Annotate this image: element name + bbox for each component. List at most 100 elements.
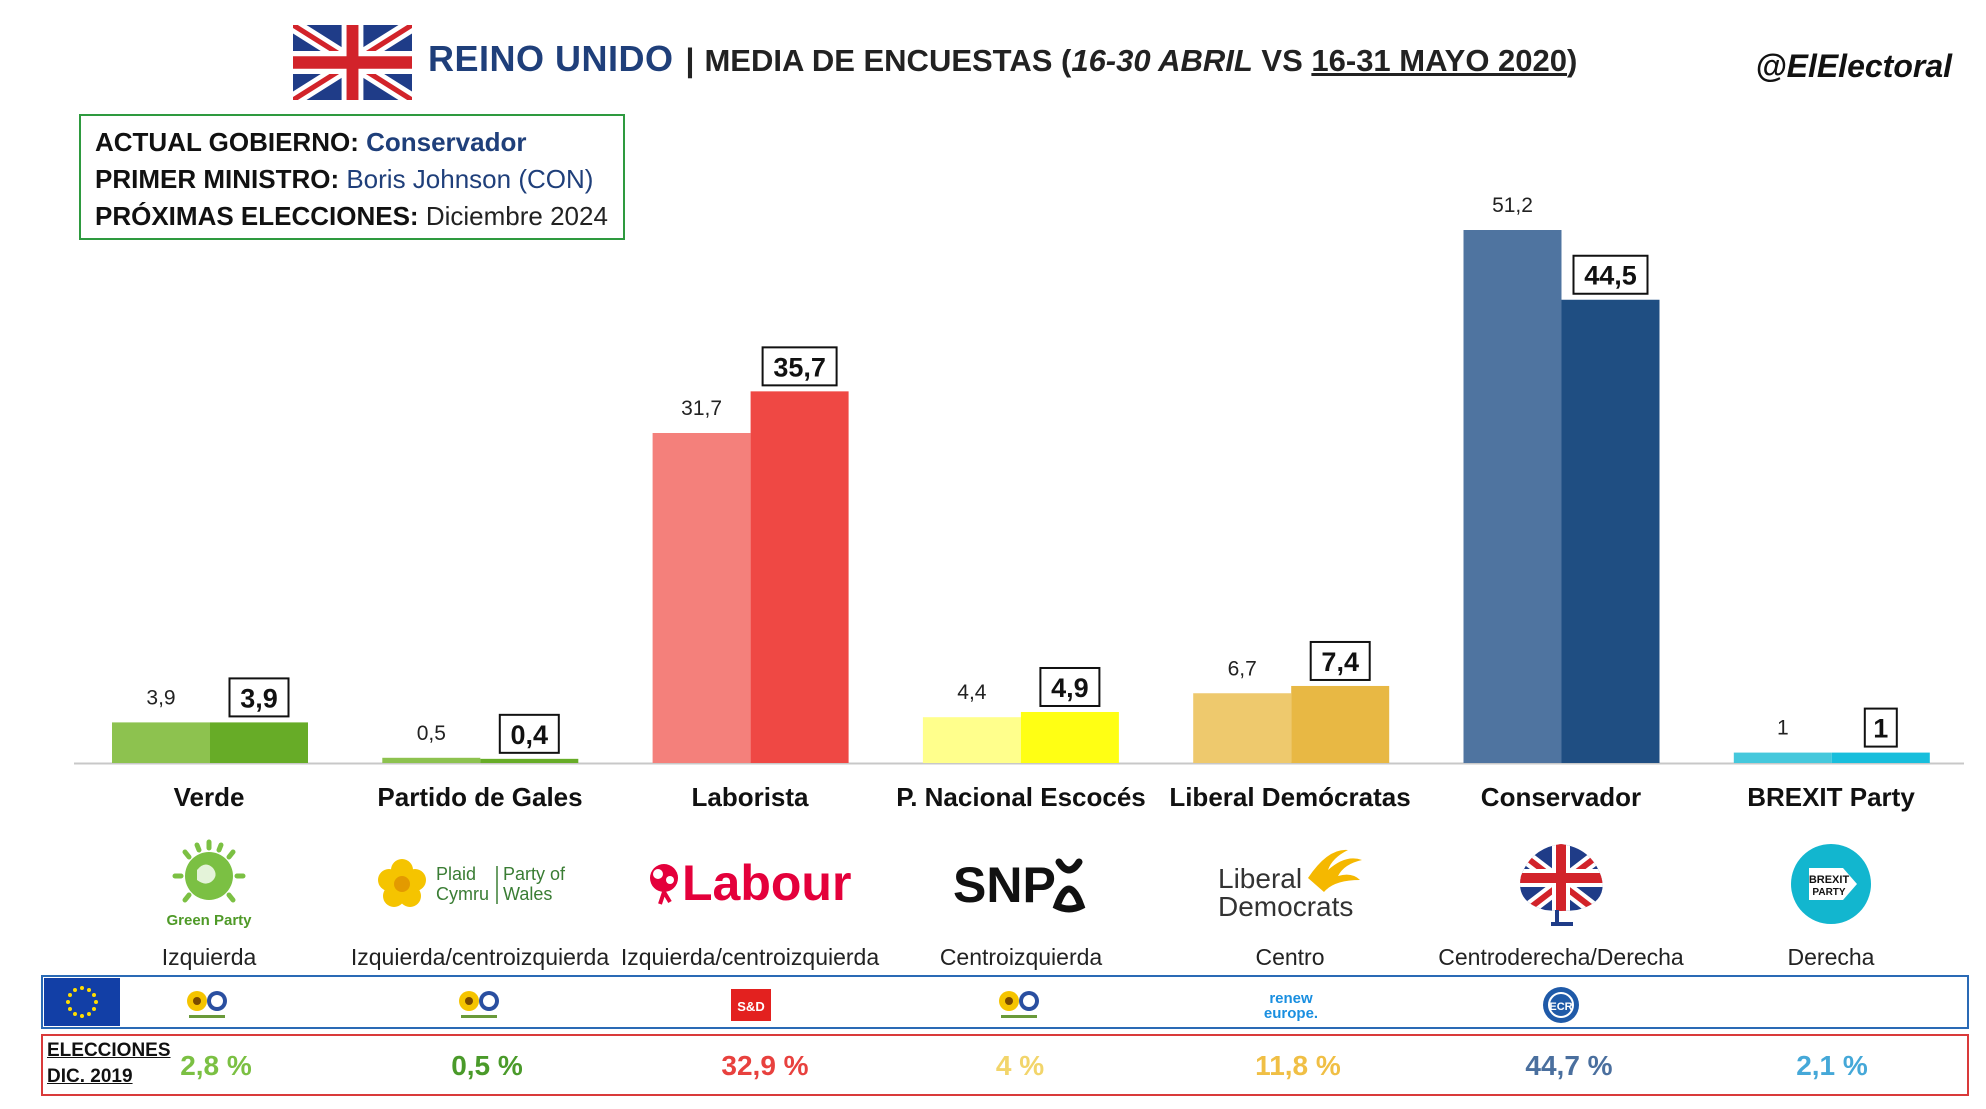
party-name-libdem: Liberal Demócratas: [1169, 782, 1411, 812]
government-info-box: ACTUAL GOBIERNO: Conservador PRIMER MINI…: [79, 114, 625, 240]
plaid-logo-text-party-of: Party of: [503, 864, 566, 884]
elections-2019-label-line1: ELECCIONES: [47, 1040, 171, 1061]
conservative-logo: [1426, 838, 1696, 930]
renew-logo-text-2: europe.: [1264, 1005, 1318, 1022]
bar-label-box-mayo-6: [1863, 707, 1898, 748]
ideology-brexit: Derecha: [1787, 944, 1875, 970]
plaid-cymru-logo: Plaid Cymru Party of Wales: [345, 838, 615, 930]
renew-europe-logo: renew europe.: [1251, 985, 1331, 1025]
greens-efa-logo-gales: [441, 985, 521, 1025]
renew-logo-text-1: renew: [1269, 990, 1313, 1007]
conservative-tree-icon: [1520, 844, 1603, 926]
labour-rose-icon: Labour: [650, 855, 851, 911]
bar-label-abril-4: 6,7: [1228, 657, 1257, 680]
e2019-value-laborista: 32,9 %: [721, 1050, 809, 1081]
snp-logo-text: SNP: [953, 857, 1056, 913]
bar-label-box-mayo-2: [761, 346, 838, 387]
ecr-group-logo: ECR: [1521, 985, 1601, 1025]
bar-mayo-2: [750, 391, 849, 763]
party-name-verde: Verde: [173, 782, 245, 812]
ecr-logo-text: ECR: [1549, 1001, 1572, 1013]
greens-efa-icon: [459, 991, 499, 1018]
bar-label-mayo-4: 7,4: [1321, 647, 1359, 677]
next-election-value: Diciembre 2024: [425, 201, 608, 231]
green-party-icon: Green Party: [166, 839, 252, 929]
green-party-logo: Green Party: [74, 838, 344, 930]
labour-logo: Labour: [615, 838, 885, 930]
bar-label-box-mayo-4: [1309, 640, 1371, 681]
ecr-icon: ECR: [1543, 987, 1579, 1023]
bar-abril-1: [382, 757, 481, 763]
bar-label-abril-0: 3,9: [146, 686, 175, 709]
e2019-value-verde: 2,8 %: [180, 1050, 252, 1081]
bar-label-box-mayo-1: [498, 713, 560, 754]
bar-label-mayo-3: 4,9: [1051, 673, 1089, 703]
poll-bar-chart: 3,9 3,9 0,5 0,4 31,7 35,7 4,4 4,9 6,7 7,4 51,2 44,5…: [74, 194, 1964, 765]
ideology-gales: Izquierda/centroizquierda: [350, 944, 610, 970]
bar-mayo-5: [1561, 299, 1660, 763]
bar-label-abril-6: 1: [1777, 717, 1789, 740]
bar-mayo-1: [480, 758, 579, 763]
eu-flag-icon: [44, 978, 120, 1026]
greens-efa-icon: [187, 991, 227, 1018]
title-separator: |: [685, 42, 695, 78]
country-title: REINO UNIDO: [428, 38, 674, 79]
e2019-value-gales: 0,5 %: [451, 1050, 523, 1081]
government-label: ACTUAL GOBIERNO:: [95, 127, 359, 157]
bar-label-abril-3: 4,4: [957, 681, 987, 704]
twitter-handle: @ElElectoral: [1755, 48, 1952, 84]
subtitle-vs: VS: [1252, 43, 1312, 78]
next-election-label: PRÓXIMAS ELECCIONES:: [95, 201, 419, 231]
brexit-arrow-icon: BREXIT PARTY: [1791, 844, 1871, 924]
renew-europe-icon: renew europe.: [1264, 990, 1318, 1022]
ideology-libdem: Centro: [1255, 944, 1325, 970]
elections-2019-row: [41, 1034, 1969, 1096]
party-name-laborista: Laborista: [691, 782, 809, 812]
subtitle-close: ): [1567, 43, 1578, 78]
e2019-value-snp: 4 %: [995, 1050, 1045, 1081]
plaid-cymru-icon: Plaid Cymru Party of Wales: [378, 859, 566, 907]
sd-logo-text: S&D: [737, 999, 764, 1014]
ideology-conservador: Centroderecha/Derecha: [1438, 944, 1684, 970]
greens-efa-logo-snp: [981, 985, 1061, 1025]
bar-label-mayo-5: 44,5: [1584, 261, 1637, 291]
next-election-row: PRÓXIMAS ELECCIONES: Diciembre 2024: [95, 198, 609, 235]
bar-abril-6: [1733, 752, 1832, 763]
bar-mayo-6: [1831, 752, 1930, 763]
party-name-gales: Partido de Gales: [377, 782, 583, 812]
subtitle-period-2: 16-31 MAYO 2020: [1311, 43, 1568, 78]
plaid-logo-text-cymru: Cymru: [436, 884, 489, 904]
greens-efa-icon: [999, 991, 1039, 1018]
chart-subtitle: MEDIA DE ENCUESTAS (16-30 ABRIL VS 16-31…: [704, 43, 1577, 79]
greens-efa-logo-verde: [169, 985, 249, 1025]
bar-label-mayo-1: 0,4: [511, 720, 549, 750]
ideology-snp: Centroizquierda: [939, 944, 1103, 970]
bar-abril-2: [652, 432, 751, 763]
libdem-logo: Liberal Democrats: [1155, 838, 1425, 930]
bar-mayo-4: [1291, 685, 1390, 763]
plaid-logo-text-plaid: Plaid: [436, 864, 476, 884]
bar-label-abril-1: 0,5: [417, 722, 446, 745]
libdem-logo-text-democrats: Democrats: [1218, 891, 1353, 922]
subtitle-period-1: 16-30 ABRIL: [1071, 43, 1253, 78]
brexit-logo-text-2: PARTY: [1812, 887, 1845, 898]
bar-mayo-0: [210, 722, 308, 763]
bar-label-abril-5: 51,2: [1492, 194, 1533, 217]
sd-group-logo: S&D: [711, 985, 791, 1025]
e2019-value-conservador: 44,7 %: [1525, 1050, 1613, 1081]
party-name-brexit: BREXIT Party: [1747, 782, 1915, 812]
bar-label-box-mayo-5: [1572, 254, 1649, 295]
prime-minister-value: Boris Johnson (CON): [346, 164, 594, 194]
bar-label-mayo-2: 35,7: [773, 352, 826, 382]
prime-minister-row: PRIMER MINISTRO: Boris Johnson (CON): [95, 161, 609, 198]
green-party-logo-text: Green Party: [166, 912, 252, 929]
subtitle-lead: MEDIA DE ENCUESTAS (: [704, 43, 1072, 78]
bar-label-mayo-6: 1: [1873, 714, 1888, 744]
bar-label-box-mayo-3: [1039, 666, 1101, 707]
prime-minister-label: PRIMER MINISTRO:: [95, 164, 340, 194]
eu-groups-row: [41, 975, 1969, 1029]
e2019-value-brexit: 2,1 %: [1796, 1050, 1868, 1081]
government-row: ACTUAL GOBIERNO: Conservador: [95, 124, 609, 161]
ideology-verde: Izquierda: [161, 944, 257, 970]
bar-abril-0: [112, 722, 210, 763]
